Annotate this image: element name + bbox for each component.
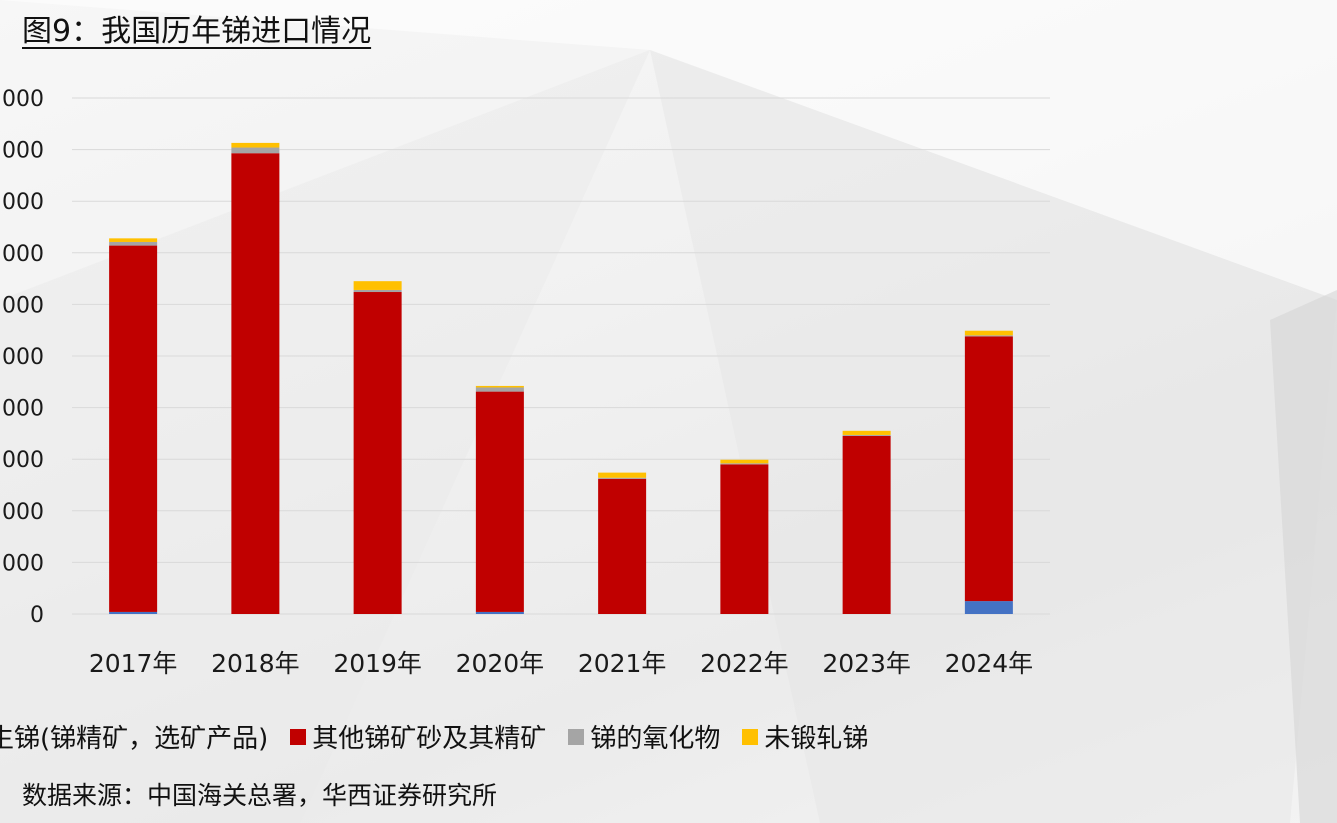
- bar-2017年-series-2: [109, 241, 158, 246]
- y-tick-label-4: 000: [2, 397, 44, 422]
- bar-2020年-series-2: [475, 387, 524, 392]
- y-tick-label-3: 000: [2, 448, 44, 473]
- bar-2024年-series-0: [964, 601, 1013, 614]
- x-tick-label-6: 2023年: [822, 649, 911, 678]
- bar-2018年-series-2: [231, 147, 280, 154]
- bar-2024年-series-1: [964, 336, 1013, 602]
- x-tick-label-5: 2022年: [700, 649, 789, 678]
- y-tick-label-5: 000: [2, 345, 44, 370]
- bar-2021年-series-2: [598, 477, 647, 479]
- bar-2020年-series-0: [475, 611, 524, 614]
- y-tick-label-10: 000: [2, 87, 44, 112]
- bar-2019年-series-2: [353, 289, 402, 293]
- gridlines: [72, 97, 1050, 615]
- bar-2018年-series-3: [231, 142, 280, 148]
- x-tick-label-1: 2018年: [211, 649, 300, 678]
- bars: [109, 142, 1013, 614]
- y-tick-label-9: 000: [2, 139, 44, 164]
- legend-swatch-3: [742, 728, 759, 745]
- y-tick-label-7: 000: [2, 242, 44, 267]
- bar-2021年-series-1: [598, 478, 647, 614]
- bar-2018年-series-1: [231, 153, 280, 614]
- legend-label-2: 锑的氧化物: [590, 724, 721, 754]
- x-tick-label-2: 2019年: [333, 649, 422, 678]
- bar-2017年-series-0: [109, 611, 158, 614]
- legend-item-series-2: 锑的氧化物: [568, 718, 720, 755]
- bar-2023年-series-2: [842, 434, 891, 436]
- legend-swatch-2: [568, 728, 585, 745]
- legend-item-series-0: 生锑(锑精矿，选矿产品): [0, 718, 268, 755]
- bar-2019年-series-3: [353, 281, 402, 290]
- bar-2022年-series-1: [720, 464, 769, 614]
- y-tick-label-1: 000: [2, 551, 44, 576]
- bar-2017年-series-3: [109, 238, 158, 242]
- bar-2019年-series-1: [353, 292, 402, 614]
- legend-item-series-1: 其他锑矿砂及其精矿: [290, 718, 546, 755]
- y-tick-label-0: 0: [30, 603, 44, 628]
- bar-2023年-series-1: [842, 435, 891, 614]
- y-tick-label-8: 000: [2, 190, 44, 215]
- x-axis-tick-labels: 2017年 2018年 2019年 2020年 2021年 2022年 2023年 2024年: [89, 649, 1033, 678]
- bar-2020年-series-1: [475, 391, 524, 612]
- x-tick-label-0: 2017年: [89, 649, 178, 678]
- legend-swatch-1: [290, 728, 307, 745]
- y-tick-label-6: 000: [2, 293, 44, 318]
- bar-2024年-series-3: [964, 330, 1013, 336]
- source-note: 数据来源：中国海关总署，华西证券研究所: [22, 781, 498, 810]
- bar-2022年-series-3: [720, 459, 769, 464]
- legend-label-0: 生锑(锑精矿，选矿产品): [0, 724, 269, 754]
- x-tick-label-4: 2021年: [578, 649, 667, 678]
- legend-item-series-3: 未锻轧锑: [742, 718, 868, 755]
- y-tick-label-2: 000: [2, 500, 44, 525]
- x-tick-label-3: 2020年: [456, 649, 545, 678]
- bar-2022年-series-2: [720, 463, 769, 465]
- chart-title: 图9：我国历年锑进口情况: [22, 14, 372, 49]
- legend-label-1: 其他锑矿砂及其精矿: [312, 724, 547, 754]
- legend-label-3: 未锻轧锑: [764, 724, 869, 754]
- legend: 生锑(锑精矿，选矿产品) 其他锑矿砂及其精矿 锑的氧化物 未锻轧锑: [0, 718, 868, 755]
- bar-2017年-series-1: [109, 245, 158, 612]
- bar-2024年-series-2: [964, 335, 1013, 337]
- bar-2021年-series-3: [598, 472, 647, 478]
- x-tick-label-7: 2024年: [945, 649, 1034, 678]
- bar-2023年-series-3: [842, 430, 891, 435]
- bar-2020年-series-3: [475, 385, 524, 388]
